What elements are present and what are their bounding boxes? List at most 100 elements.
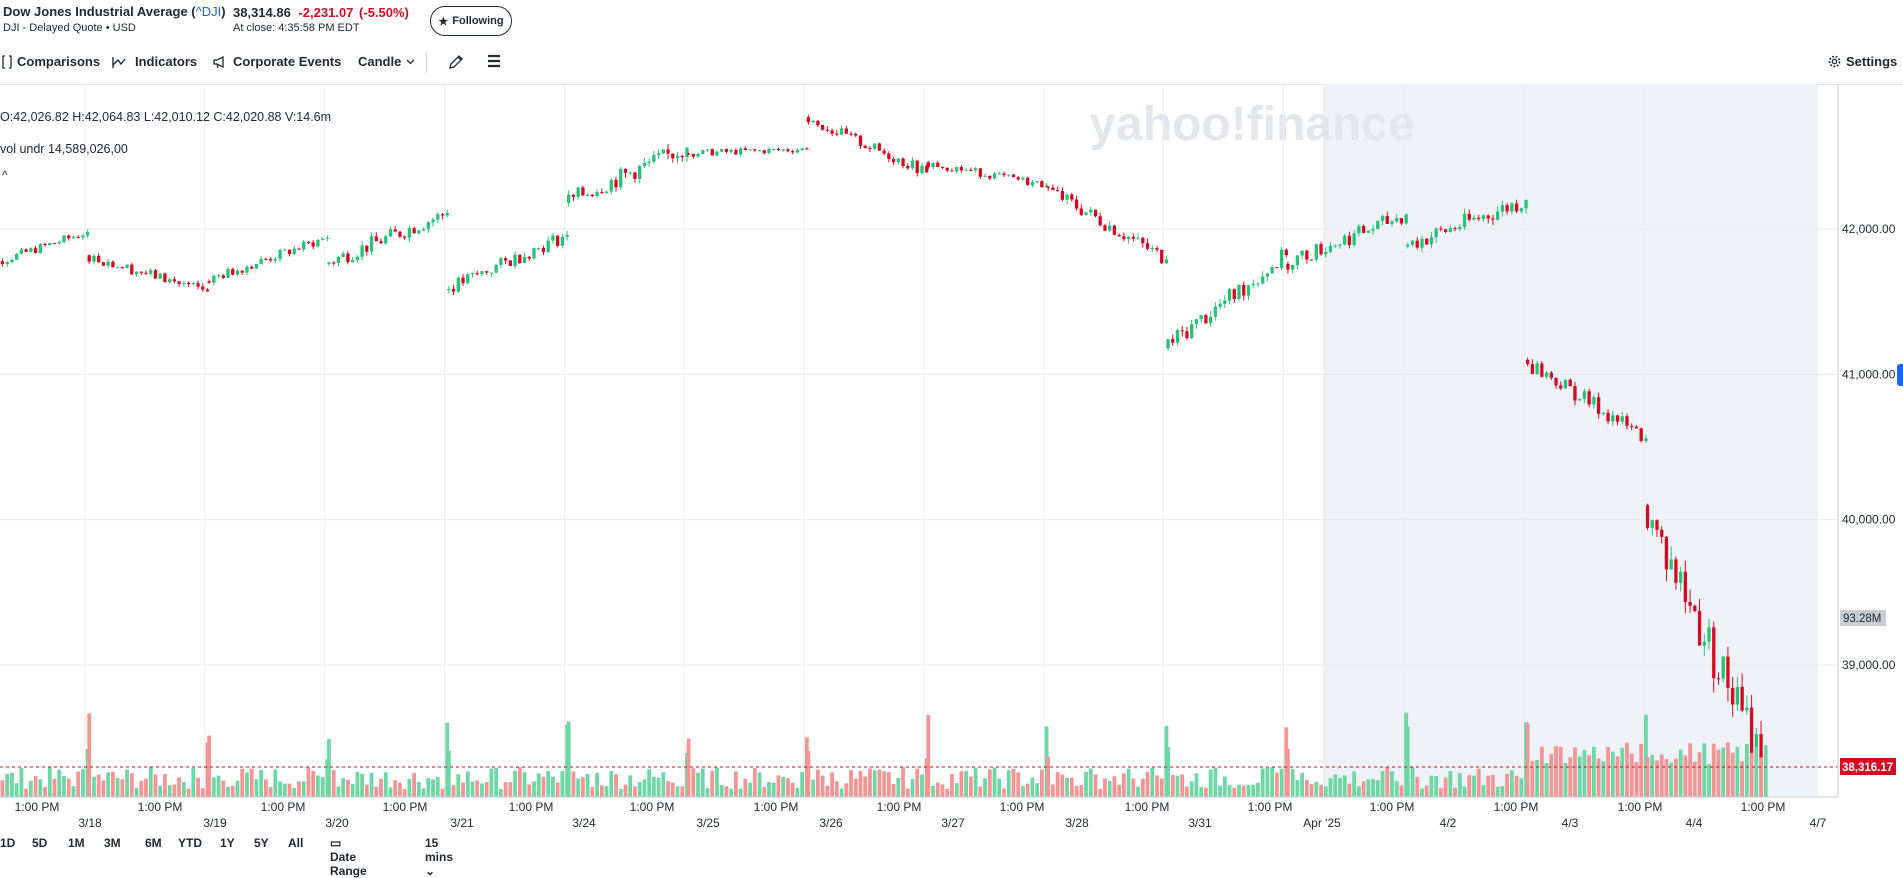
instrument-title: Dow Jones Industrial Average (^DJI) [3, 4, 226, 19]
candle-body [186, 282, 191, 284]
volume-bar [1175, 775, 1180, 797]
volume-bar [144, 778, 148, 797]
date-range-button[interactable]: ▭ Date Range [330, 836, 367, 878]
close-time: At close: 4:35:58 PM EDT [233, 22, 360, 34]
volume-bar [1726, 742, 1730, 797]
candle-body [1496, 211, 1500, 220]
price-chart[interactable]: yahoo!finance 42,000.00 41,000.00 40,000.00… [0, 84, 1903, 836]
x-axis-label: 3/25 [696, 816, 720, 830]
volume-bar [355, 771, 360, 797]
draw-button[interactable] [448, 54, 464, 70]
x-axis-label: 1:00 PM [15, 800, 60, 814]
ohlc-legend: O:42,026.82 H:42,064.83 L:42,010.12 C:42… [0, 110, 332, 124]
x-axis-label: 1:00 PM [138, 800, 183, 814]
volume-bar [216, 775, 221, 797]
range-5d[interactable]: 5D [32, 836, 48, 850]
volume-bar [480, 783, 484, 797]
range-1d[interactable]: 1D [0, 836, 16, 850]
candle-body [201, 286, 205, 290]
range-all[interactable]: All [288, 836, 304, 850]
following-button[interactable]: ★ Following [430, 6, 512, 36]
range-5y[interactable]: 5Y [254, 836, 269, 850]
candle-body [1314, 243, 1318, 260]
indicators-label: Indicators [135, 54, 198, 69]
volume-bar [1166, 747, 1170, 797]
menu-button[interactable] [487, 54, 501, 68]
indicators-button[interactable]: Indicators [112, 54, 197, 69]
candle-body [1395, 218, 1399, 222]
candle-body [226, 268, 230, 278]
volume-bar [1150, 767, 1155, 797]
candle-body [978, 168, 983, 177]
candle-body [513, 254, 517, 267]
corporate-events-button[interactable]: Corporate Events [212, 54, 341, 69]
side-panel-tab[interactable] [1897, 364, 1903, 386]
volume-bar [752, 768, 757, 797]
volume-bar [1697, 752, 1702, 797]
candle-body [341, 253, 345, 257]
settings-button[interactable]: Settings [1828, 54, 1897, 69]
candle-body [1371, 228, 1375, 231]
volume-bar [1145, 771, 1150, 797]
x-axis-label: 1:00 PM [1370, 800, 1415, 814]
volume-bar [536, 773, 541, 797]
megaphone-icon [213, 55, 224, 68]
volume-bar [1274, 772, 1279, 797]
volume-bar [651, 776, 656, 797]
volume-bar [954, 782, 959, 797]
candle-body [518, 254, 522, 264]
volume-bar [959, 771, 964, 797]
candle-body [1726, 656, 1730, 688]
comparisons-button[interactable]: Comparisons [2, 54, 100, 69]
volume-bar [757, 772, 762, 797]
candle-body [1754, 734, 1758, 755]
volume-bar [268, 787, 273, 797]
volume-bar [1352, 771, 1357, 797]
candle-body [805, 148, 809, 150]
candle-body [388, 229, 393, 237]
volume-bar [790, 782, 795, 797]
candle-body [1145, 243, 1150, 249]
volume-bar [24, 788, 29, 797]
volume-bar [886, 772, 891, 797]
candle-body [1620, 416, 1624, 422]
range-3m[interactable]: 3M [104, 836, 121, 850]
candle-body [743, 148, 747, 150]
candle-body [1404, 214, 1408, 224]
volume-bar [1030, 777, 1035, 797]
volume-bar [1735, 746, 1740, 797]
candle-body [1055, 189, 1060, 192]
volume-bar [249, 768, 254, 797]
volume-bar [680, 786, 685, 797]
interval-dropdown[interactable]: 15 mins ⌄ [425, 836, 454, 878]
x-axis-label: 1:00 PM [630, 800, 675, 814]
volume-bar [245, 772, 249, 797]
volume-bar [877, 769, 882, 797]
candle-body [910, 160, 915, 169]
candle-body [384, 236, 388, 244]
volume-bar [331, 769, 336, 797]
x-axis-label: 4/2 [1440, 816, 1457, 830]
volume-bar [1606, 746, 1610, 797]
collapse-caret[interactable]: ^ [2, 168, 8, 182]
candle-body [686, 153, 691, 155]
candle-body [811, 120, 815, 123]
range-1y[interactable]: 1Y [220, 836, 235, 850]
x-axis-label: 3/28 [1065, 816, 1089, 830]
candle-body [576, 187, 580, 197]
chart-type-dropdown[interactable]: Candle [358, 54, 415, 69]
range-ytd[interactable]: YTD [178, 836, 202, 850]
range-6m[interactable]: 6M [145, 836, 162, 850]
candle-body [873, 143, 877, 149]
volume-bar [52, 778, 57, 797]
volume-bar [743, 778, 748, 797]
volume-bar [1711, 743, 1716, 797]
volume-bar [844, 783, 849, 797]
candle-body [412, 228, 416, 234]
volume-bar [1629, 753, 1634, 797]
ticker-link[interactable]: ^DJI [195, 4, 222, 19]
volume-bar [581, 777, 585, 797]
candle-body [1385, 216, 1389, 224]
candle-body [685, 147, 689, 158]
range-1m[interactable]: 1M [68, 836, 85, 850]
